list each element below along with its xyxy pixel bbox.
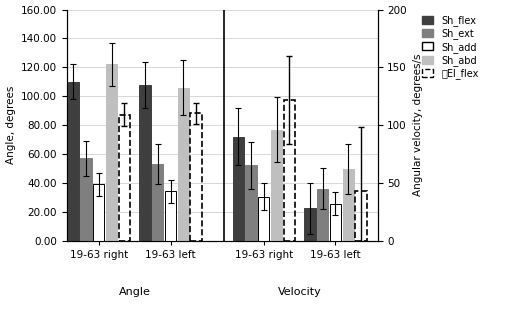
Bar <box>330 204 341 241</box>
Bar <box>165 191 176 241</box>
Bar <box>67 82 79 241</box>
Text: Velocity: Velocity <box>278 287 321 297</box>
Bar <box>284 100 295 241</box>
Bar <box>119 115 130 241</box>
Bar <box>106 64 117 241</box>
Bar <box>356 191 366 241</box>
Text: Angle: Angle <box>119 287 151 297</box>
Legend: Sh_flex, Sh_ext, Sh_add, Sh_abd, ⦙El_flex: Sh_flex, Sh_ext, Sh_add, Sh_abd, ⦙El_fle… <box>419 12 481 82</box>
Bar <box>190 114 202 241</box>
Bar <box>140 84 151 241</box>
Bar <box>258 197 269 241</box>
Bar <box>93 184 104 241</box>
Bar <box>233 137 244 241</box>
Bar <box>317 188 329 241</box>
Y-axis label: Angle, degrees: Angle, degrees <box>6 86 16 164</box>
Bar <box>304 208 316 241</box>
Bar <box>80 158 92 241</box>
Bar <box>152 164 163 241</box>
Bar <box>343 169 354 241</box>
Bar <box>271 130 282 241</box>
Bar <box>245 165 256 241</box>
Y-axis label: Angular velocity, degrees/s: Angular velocity, degrees/s <box>413 54 422 196</box>
Bar <box>177 87 189 241</box>
